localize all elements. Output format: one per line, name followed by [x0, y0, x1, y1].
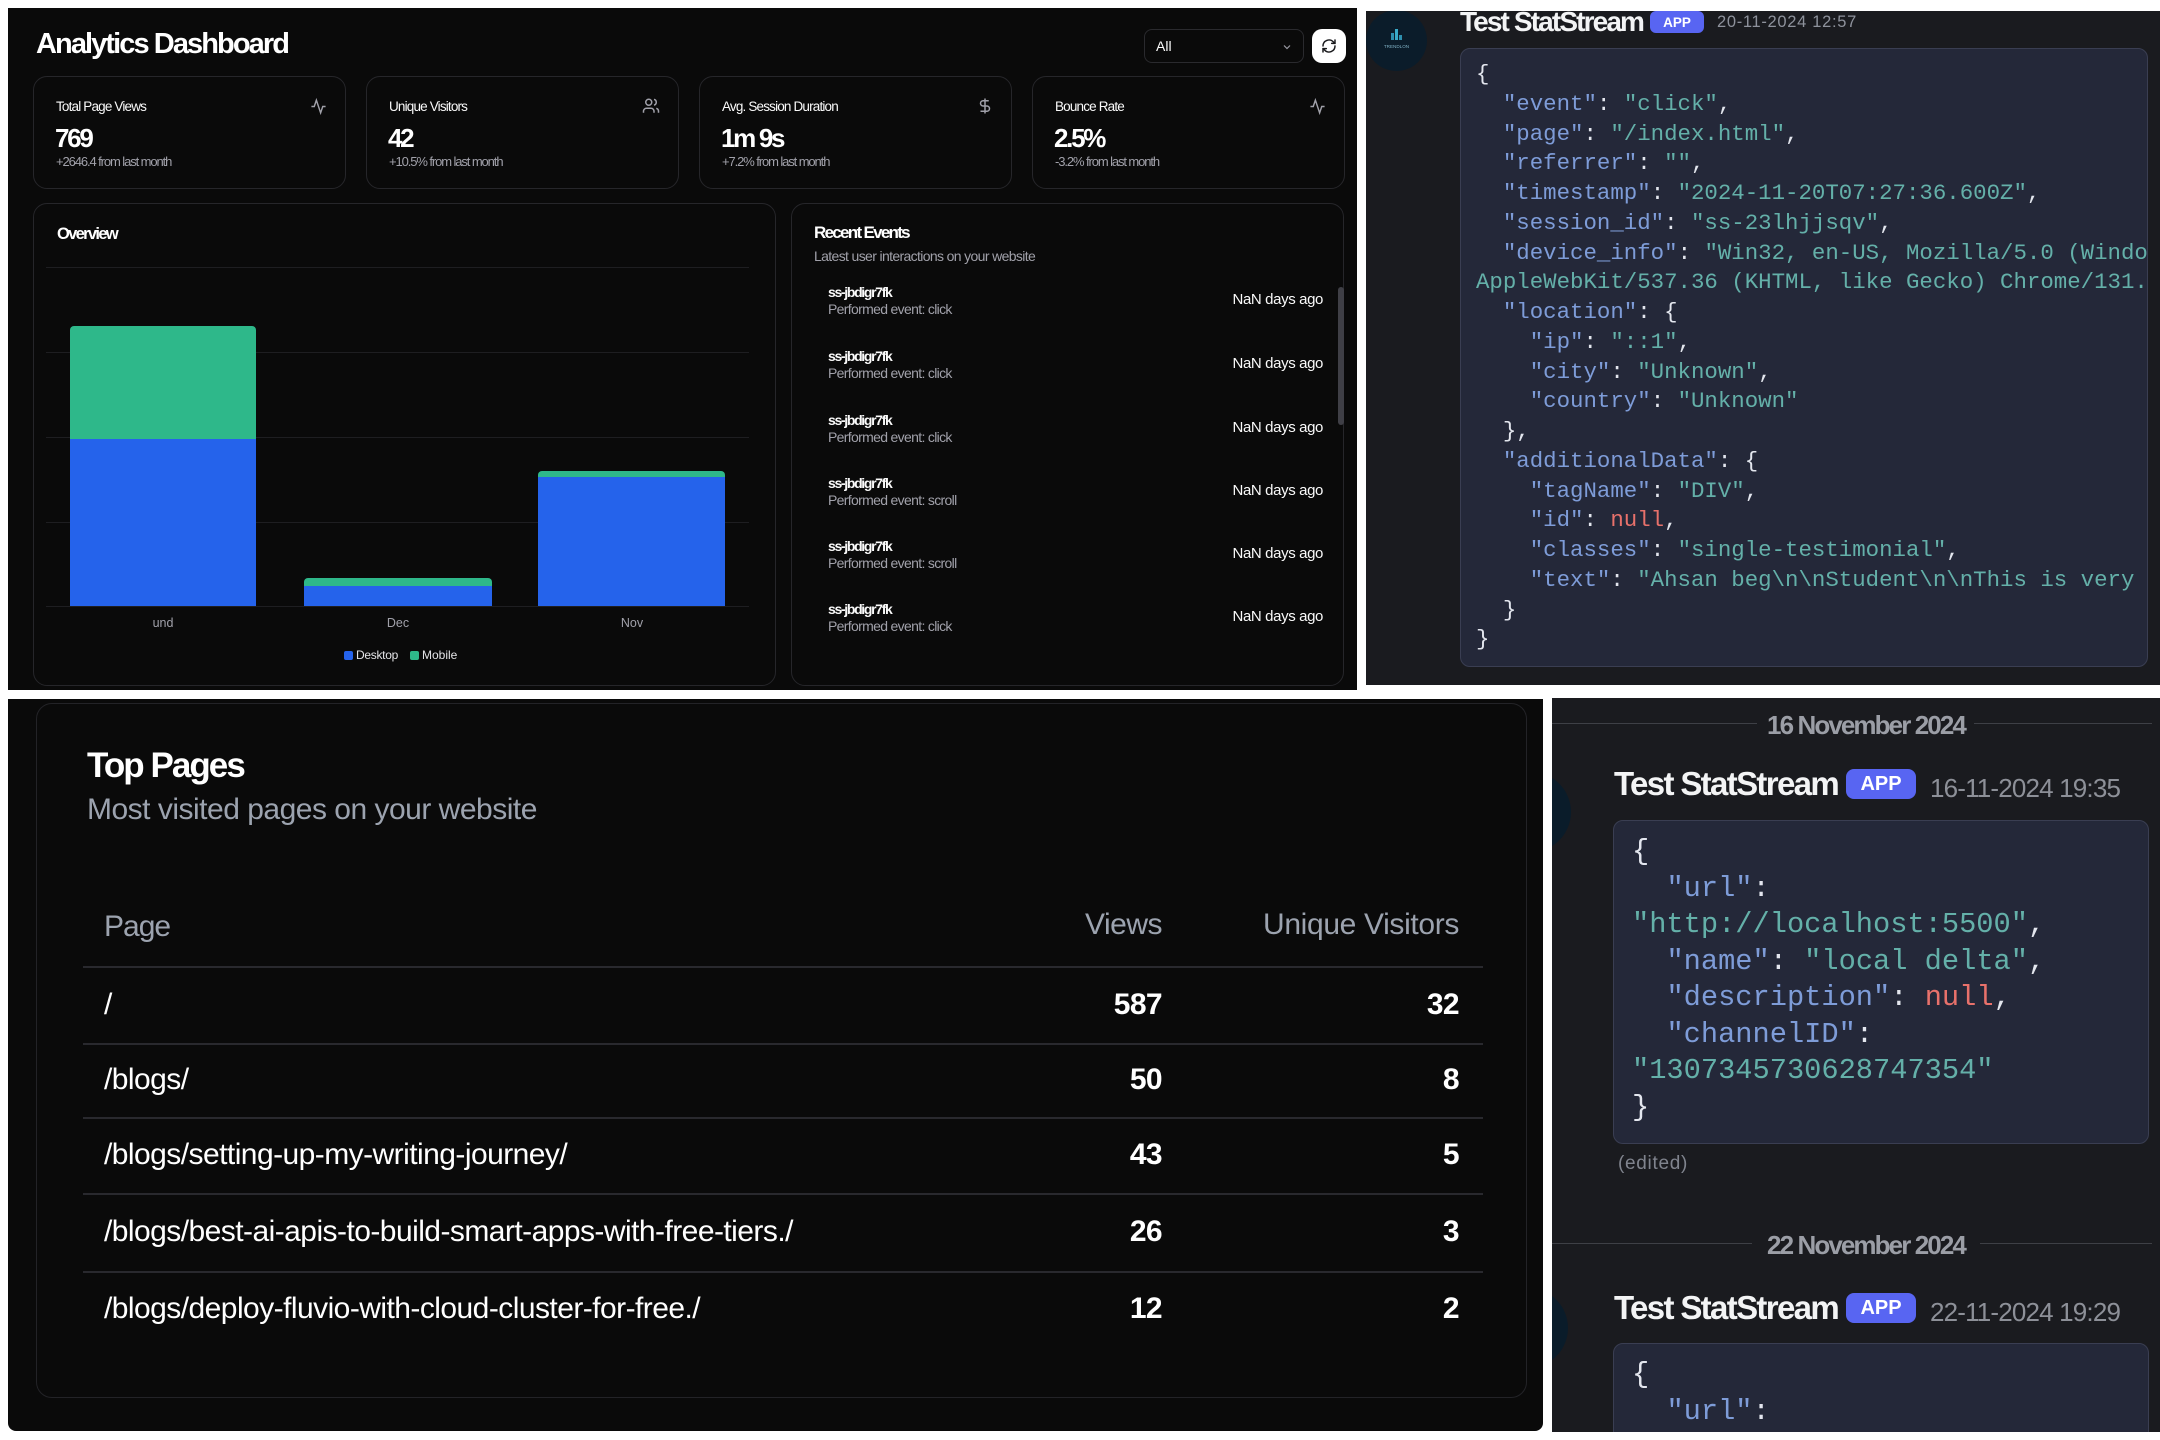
- svg-text:TRENDLON: TRENDLON: [1384, 44, 1409, 49]
